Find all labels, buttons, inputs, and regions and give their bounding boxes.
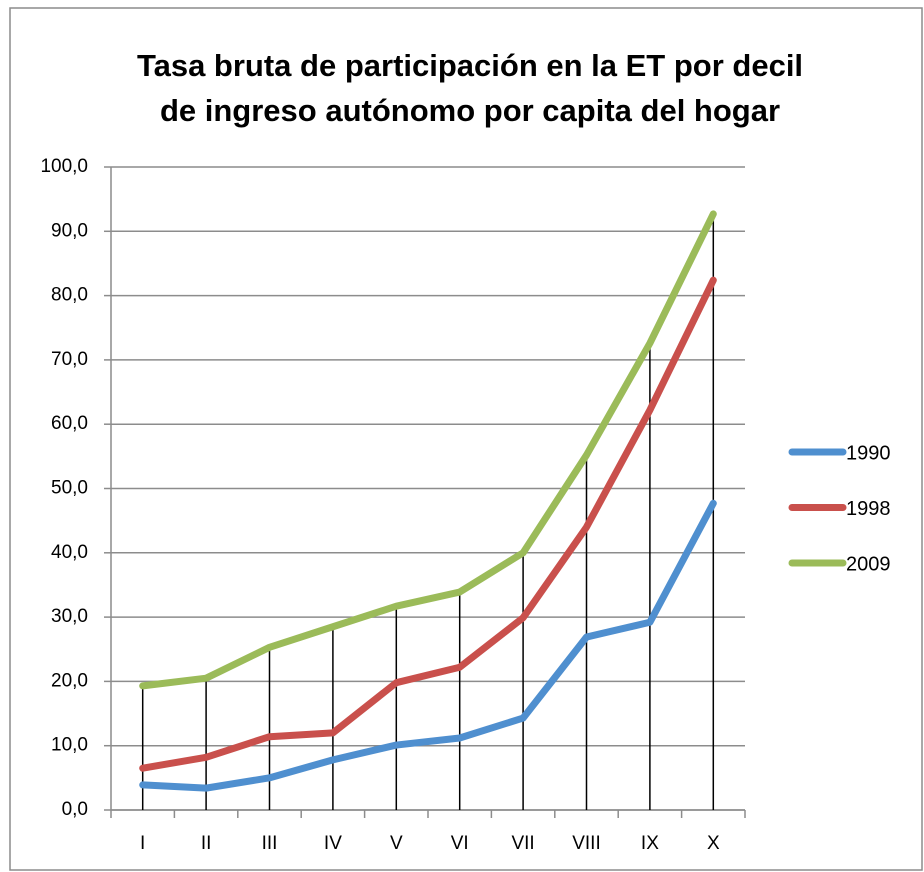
y-tick-label: 0,0 [62,799,88,820]
x-tick-label: IV [324,833,342,854]
y-tick-label: 10,0 [51,735,88,756]
x-tick-label: V [390,833,403,854]
chart-frame [9,7,923,871]
y-tick-label: 70,0 [51,349,88,370]
series-line [139,210,717,690]
y-tick-label: 30,0 [51,606,88,627]
y-tick-label: 50,0 [51,478,88,499]
x-tick-label: III [262,833,278,854]
y-tick-label: 20,0 [51,670,88,691]
chart-title: de ingreso autónomo por capita del hogar [160,93,780,128]
y-tick-label: 90,0 [51,220,88,241]
legend-label: 1990 [846,442,891,464]
y-tick-label: 100,0 [40,156,88,177]
y-tick-label: 80,0 [51,285,88,306]
x-tick-label: VIII [572,833,601,854]
x-tick-label: IX [641,833,659,854]
x-tick-label: VI [451,833,469,854]
x-tick-label: I [140,833,145,854]
series-line [139,499,717,792]
x-tick-label: II [201,833,212,854]
series-line [139,276,717,772]
x-tick-label: X [707,833,720,854]
y-tick-label: 60,0 [51,413,88,434]
chart-title: Tasa bruta de participación en la ET por… [137,48,803,83]
legend-label: 2009 [846,553,891,575]
y-tick-label: 40,0 [51,542,88,563]
x-tick-label: VII [511,833,534,854]
legend-label: 1998 [846,498,891,520]
